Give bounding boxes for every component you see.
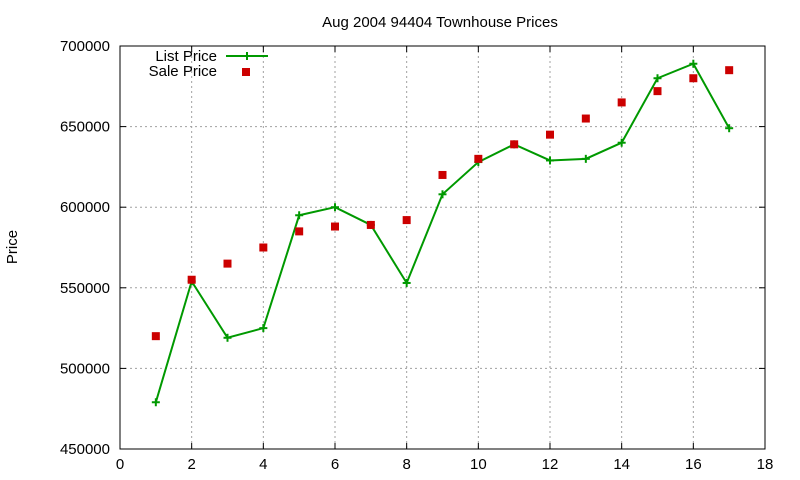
sale-price-point [402, 216, 411, 225]
list-price-point [151, 398, 160, 407]
x-tick-label: 2 [187, 456, 195, 473]
y-tick-label: 550000 [60, 280, 110, 297]
plot-border [119, 45, 766, 450]
list-price-point [546, 156, 554, 165]
grid [120, 46, 765, 449]
x-tick-label: 14 [613, 456, 630, 473]
sale-price-point [187, 275, 196, 284]
list-price-point [653, 74, 662, 83]
y-tick-label: 500000 [60, 360, 110, 377]
x-tick-label: 18 [757, 456, 774, 473]
axis-ticks: 450000 500000 550000 600000 650000 700000 0 2 4 6… [60, 38, 773, 473]
sale-price-point [474, 154, 483, 163]
x-tick-label: 10 [470, 456, 487, 473]
sale-price-point [331, 222, 339, 231]
list-price-point [295, 211, 304, 220]
x-tick-label: 4 [259, 456, 267, 473]
list-price-line [154, 62, 731, 403]
sale-price-point [653, 87, 662, 96]
chart-title: Aug 2004 94404 Townhouse Prices [322, 14, 558, 31]
list-price-point [725, 124, 734, 133]
list-price-point [259, 324, 268, 333]
legend-label-sale-price: Sale Price [149, 63, 217, 80]
sale-price-point [510, 140, 519, 149]
sale-price-point [546, 130, 554, 139]
x-tick-label: 8 [402, 456, 410, 473]
x-tick-label: 0 [116, 456, 124, 473]
x-tick-label: 16 [685, 456, 702, 473]
y-tick-label: 700000 [60, 38, 110, 55]
x-tick-label: 12 [542, 456, 559, 473]
x-tick-label: 6 [331, 456, 339, 473]
list-price-point [331, 203, 339, 212]
sale-price-point [725, 66, 734, 75]
y-tick-label: 600000 [60, 199, 110, 216]
list-price-point [223, 333, 232, 342]
sale-price-point [581, 114, 590, 123]
legend-plus-marker [243, 52, 251, 60]
list-price-point [689, 59, 698, 68]
legend-label-list-price: List Price [155, 48, 217, 65]
list-price-point [617, 138, 626, 147]
list-price-point [581, 154, 590, 163]
sale-price-point [223, 259, 232, 268]
sale-price-point [689, 74, 698, 83]
legend-swatch-sale-price [242, 68, 250, 76]
sale-price-point [438, 170, 447, 179]
series-layer [151, 59, 734, 407]
sale-price-point [366, 220, 375, 229]
y-axis-label: Price [4, 230, 21, 264]
legend-square-marker [242, 68, 250, 76]
list-price-point [402, 278, 411, 287]
y-tick-label: 650000 [60, 119, 110, 136]
y-tick-label: 450000 [60, 441, 110, 458]
sale-price-point [151, 332, 160, 341]
legend-swatch-list-price [226, 52, 268, 60]
sale-price-point [295, 227, 304, 236]
legend: List Price Sale Price [149, 48, 268, 80]
sale-price-point [259, 243, 268, 252]
sale-price-point [617, 98, 626, 107]
list-price-point [438, 190, 447, 199]
